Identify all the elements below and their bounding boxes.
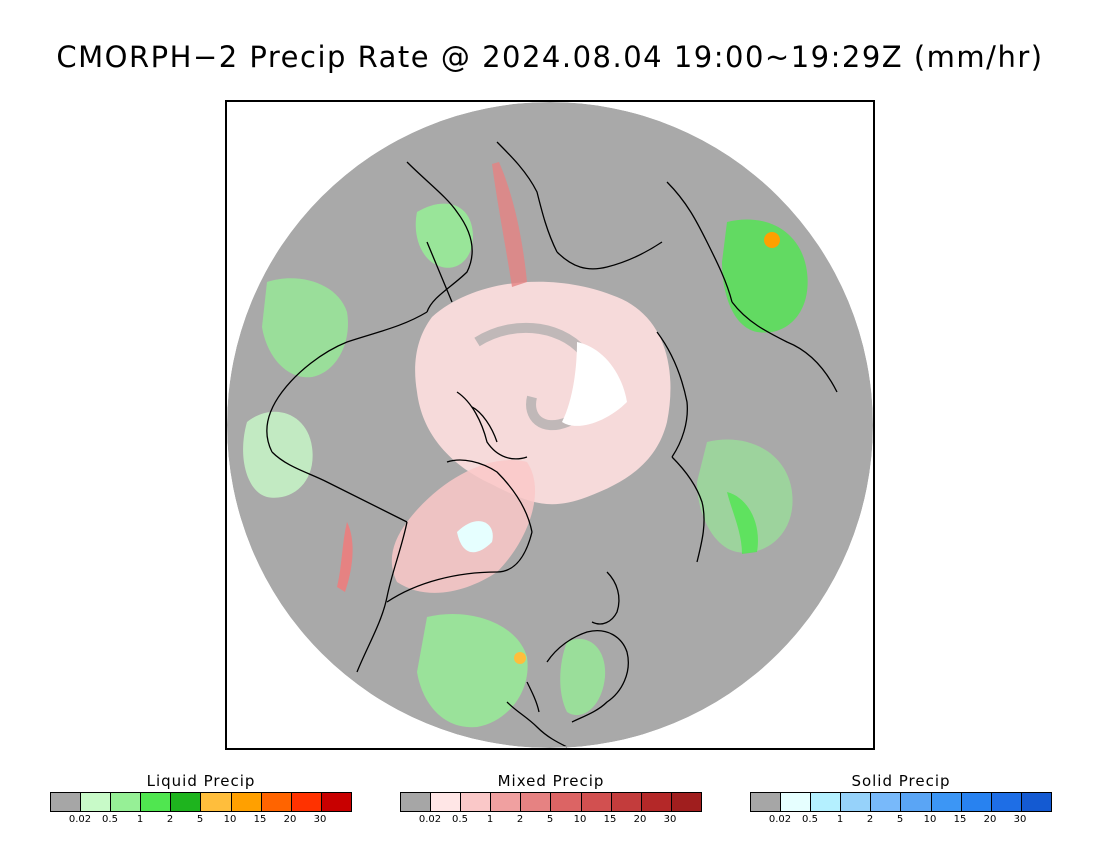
solid-color-swatch bbox=[781, 793, 812, 811]
mixed-tick-label: 2 bbox=[516, 814, 524, 825]
mixed-tick-label: 20 bbox=[633, 814, 647, 825]
mixed-color-swatch bbox=[461, 793, 492, 811]
greenland-solid-patch bbox=[457, 521, 493, 553]
solid-tick-label: 10 bbox=[923, 814, 937, 825]
liquid-legend-title: Liquid Precip bbox=[146, 772, 256, 790]
liquid-tick-label: 20 bbox=[283, 814, 297, 825]
liquid-color-swatch bbox=[321, 793, 351, 811]
liquid-tick-label: 0.5 bbox=[102, 814, 118, 825]
labrador-mixed-streak bbox=[337, 522, 353, 592]
coastlines bbox=[266, 141, 838, 748]
liquid-color-swatch bbox=[141, 793, 172, 811]
solid-color-swatch bbox=[961, 793, 992, 811]
atlantic-heavy-precip-cell bbox=[514, 652, 526, 664]
solid-tick-label: 20 bbox=[983, 814, 997, 825]
liquid-color-swatch bbox=[51, 793, 82, 811]
solid-legend-ticks: 0.02 0.5 1 2 5 10 15 20 30 bbox=[750, 812, 1052, 826]
liquid-color-swatch bbox=[201, 793, 232, 811]
russia-liquid-patch bbox=[697, 439, 793, 553]
siberia-liquid-patch bbox=[722, 219, 808, 333]
solid-color-swatch bbox=[991, 793, 1022, 811]
map-title: CMORPH−2 Precip Rate @ 2024.08.04 19:00~… bbox=[56, 40, 1044, 74]
liquid-legend-ticks: 0.02 0.5 1 2 5 10 15 20 30 bbox=[50, 812, 352, 826]
mixed-tick-label: 10 bbox=[573, 814, 587, 825]
solid-tick-label: 15 bbox=[953, 814, 967, 825]
liquid-color-swatch bbox=[231, 793, 262, 811]
mixed-tick-label: 15 bbox=[603, 814, 617, 825]
polar-map bbox=[227, 102, 873, 748]
mixed-color-swatch bbox=[581, 793, 612, 811]
liquid-legend-bar bbox=[50, 792, 352, 812]
solid-color-swatch bbox=[871, 793, 902, 811]
solid-tick-label: 0.02 bbox=[768, 814, 792, 825]
solid-tick-label: 30 bbox=[1013, 814, 1027, 825]
mixed-tick-label: 0.02 bbox=[418, 814, 442, 825]
solid-tick-label: 1 bbox=[836, 814, 844, 825]
mixed-legend-title: Mixed Precip bbox=[497, 772, 605, 790]
liquid-color-swatch bbox=[171, 793, 202, 811]
liquid-color-swatch bbox=[261, 793, 292, 811]
solid-tick-label: 2 bbox=[866, 814, 874, 825]
solid-color-swatch bbox=[901, 793, 932, 811]
liquid-tick-label: 10 bbox=[223, 814, 237, 825]
solid-color-swatch bbox=[1021, 793, 1051, 811]
mixed-color-swatch bbox=[611, 793, 642, 811]
solid-legend-title: Solid Precip bbox=[851, 772, 951, 790]
solid-tick-label: 5 bbox=[896, 814, 904, 825]
liquid-tick-label: 0.02 bbox=[68, 814, 92, 825]
solid-color-swatch bbox=[751, 793, 782, 811]
mixed-tick-label: 5 bbox=[546, 814, 554, 825]
liquid-precip-legend: Liquid Precip 0.02 0.5 1 2 5 10 15 20 30 bbox=[50, 770, 352, 826]
solid-color-swatch bbox=[931, 793, 962, 811]
liquid-tick-label: 30 bbox=[313, 814, 327, 825]
mixed-tick-label: 30 bbox=[663, 814, 677, 825]
mixed-color-swatch bbox=[491, 793, 522, 811]
mixed-tick-label: 1 bbox=[486, 814, 494, 825]
mixed-color-swatch bbox=[551, 793, 582, 811]
arctic-solid-precip-patch bbox=[562, 342, 627, 426]
alaska-liquid-patch bbox=[415, 203, 473, 268]
mixed-legend-bar bbox=[400, 792, 702, 812]
liquid-tick-label: 15 bbox=[253, 814, 267, 825]
bering-mixed-streak bbox=[492, 162, 527, 287]
solid-color-swatch bbox=[841, 793, 872, 811]
west-canada-liquid-patch bbox=[243, 411, 313, 498]
mixed-color-swatch bbox=[401, 793, 432, 811]
liquid-tick-label: 1 bbox=[136, 814, 144, 825]
mixed-color-swatch bbox=[641, 793, 672, 811]
liquid-color-swatch bbox=[81, 793, 112, 811]
liquid-tick-label: 5 bbox=[196, 814, 204, 825]
russia-liquid-streak bbox=[727, 492, 758, 554]
polar-map-frame bbox=[225, 100, 875, 750]
mixed-tick-label: 0.5 bbox=[452, 814, 468, 825]
solid-tick-label: 0.5 bbox=[802, 814, 818, 825]
mixed-color-swatch bbox=[431, 793, 462, 811]
solid-precip-legend: Solid Precip 0.02 0.5 1 2 5 10 15 20 30 bbox=[750, 770, 1052, 826]
mixed-legend-ticks: 0.02 0.5 1 2 5 10 15 20 30 bbox=[400, 812, 702, 826]
liquid-tick-label: 2 bbox=[166, 814, 174, 825]
solid-color-swatch bbox=[811, 793, 842, 811]
scandinavia-liquid-patch bbox=[560, 638, 606, 716]
mixed-color-swatch bbox=[671, 793, 701, 811]
atlantic-liquid-patch bbox=[417, 613, 528, 728]
greenland-mixed-area bbox=[391, 460, 536, 593]
liquid-color-swatch bbox=[111, 793, 142, 811]
mixed-color-swatch bbox=[521, 793, 552, 811]
liquid-color-swatch bbox=[291, 793, 322, 811]
mixed-precip-legend: Mixed Precip 0.02 0.5 1 2 5 10 15 20 30 bbox=[400, 770, 702, 826]
solid-legend-bar bbox=[750, 792, 1052, 812]
siberia-heavy-precip-cell bbox=[764, 232, 780, 248]
